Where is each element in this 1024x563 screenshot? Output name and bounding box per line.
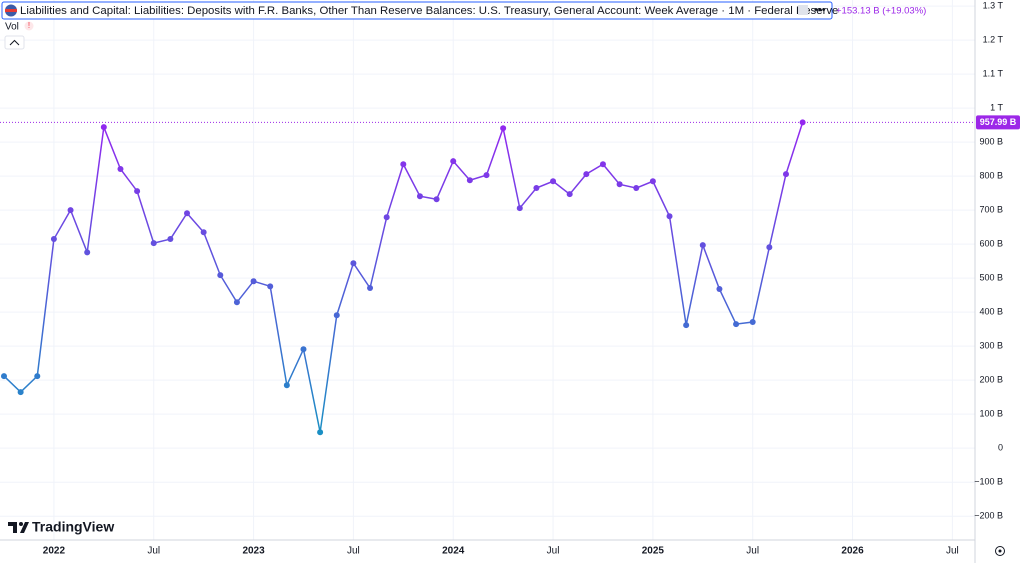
legend-button[interactable] xyxy=(798,5,808,15)
data-point xyxy=(566,191,573,198)
data-point xyxy=(583,171,590,178)
y-tick-label: 500 B xyxy=(979,273,1003,283)
data-point xyxy=(233,299,240,306)
data-point xyxy=(50,236,57,243)
y-tick-label: 100 B xyxy=(979,409,1003,419)
y-tick-label: 600 B xyxy=(979,239,1003,249)
y-tick-label: 200 B xyxy=(979,375,1003,385)
data-point xyxy=(17,389,24,396)
data-point xyxy=(250,278,257,285)
x-tick-label: Jul xyxy=(746,546,759,557)
plot xyxy=(0,119,975,436)
settings-icon[interactable] xyxy=(995,546,1005,556)
data-point xyxy=(516,205,523,212)
data-point xyxy=(84,249,91,256)
data-point xyxy=(450,158,457,165)
flag-stripe xyxy=(5,9,17,12)
data-point xyxy=(300,346,307,353)
y-tick-label: 1.2 T xyxy=(983,35,1004,45)
legend-title: Liabilities and Capital: Liabilities: De… xyxy=(20,5,838,17)
data-point xyxy=(117,166,124,173)
y-tick-label: 1 T xyxy=(990,103,1003,113)
x-tick-label: 2022 xyxy=(43,546,66,557)
data-point xyxy=(782,171,789,178)
data-point xyxy=(749,319,756,326)
data-point xyxy=(766,244,773,251)
data-point xyxy=(150,240,157,247)
y-tick-label: 700 B xyxy=(979,205,1003,215)
data-point xyxy=(383,214,390,221)
brand-name: TradingView xyxy=(32,519,114,535)
x-tick-label: Jul xyxy=(147,546,160,557)
data-point xyxy=(67,207,74,214)
axes: −200 B −100 B 0 100 B 200 B 300 B 400 B 500 B 60… xyxy=(43,0,1020,557)
data-point xyxy=(167,236,174,243)
data-point xyxy=(683,322,690,329)
data-point xyxy=(217,272,224,279)
data-point xyxy=(433,196,440,203)
y-tick-label: 400 B xyxy=(979,307,1003,317)
series-line xyxy=(3,122,804,433)
data-point xyxy=(466,177,473,184)
x-tick-label: 2023 xyxy=(242,546,265,557)
data-point xyxy=(317,429,324,436)
x-tick-label: 2024 xyxy=(442,546,465,557)
data-point xyxy=(666,213,673,220)
data-point xyxy=(333,312,340,319)
data-point xyxy=(699,242,706,249)
data-point xyxy=(599,161,606,168)
y-tick-label: 1.3 T xyxy=(983,0,1004,10)
collapse-button[interactable] xyxy=(4,35,25,50)
data-point xyxy=(533,185,540,192)
y-tick-label: −100 B xyxy=(974,477,1003,487)
data-point xyxy=(1,373,7,380)
data-point xyxy=(34,373,41,380)
x-tick-label: 2025 xyxy=(642,546,665,557)
legend-box[interactable] xyxy=(1,1,833,20)
data-point xyxy=(100,124,107,131)
y-tick-label: 0 xyxy=(998,443,1003,453)
data-point xyxy=(500,125,507,132)
volume-label: Vol xyxy=(5,22,19,33)
settings-icon-center xyxy=(998,549,1002,553)
data-point xyxy=(799,119,806,126)
data-point xyxy=(200,229,207,236)
x-tick-label: Jul xyxy=(547,546,560,557)
y-tick-label: 800 B xyxy=(979,171,1003,181)
data-point xyxy=(416,193,423,200)
data-point xyxy=(733,321,740,328)
data-point xyxy=(616,181,623,188)
x-tick-label: Jul xyxy=(347,546,360,557)
data-point xyxy=(350,260,357,267)
last-value-badge xyxy=(976,115,1020,130)
data-point xyxy=(367,285,374,292)
y-tick-label: 300 B xyxy=(979,341,1003,351)
warning-mark: ! xyxy=(28,21,30,30)
brand-logo xyxy=(8,522,29,533)
data-point xyxy=(633,185,640,192)
data-point xyxy=(267,283,274,290)
warning-icon[interactable] xyxy=(24,21,34,31)
data-point xyxy=(283,382,290,389)
data-point xyxy=(716,286,723,293)
legend-more[interactable]: ••• xyxy=(814,4,826,16)
grid xyxy=(0,0,975,540)
data-point xyxy=(483,172,490,179)
y-tick-label: −200 B xyxy=(974,511,1003,521)
x-tick-label: Jul xyxy=(946,546,959,557)
data-point xyxy=(649,178,656,185)
data-point xyxy=(550,178,557,185)
legend-change: +153.13 B (+19.03%) xyxy=(836,6,926,17)
data-point xyxy=(400,161,407,168)
last-value-label: 957.99 B xyxy=(980,117,1017,127)
brand-dot xyxy=(19,522,23,526)
y-tick-label: 1.1 T xyxy=(983,69,1004,79)
x-tick-label: 2026 xyxy=(841,546,864,557)
data-point xyxy=(134,188,141,195)
y-tick-label: 900 B xyxy=(979,137,1003,147)
collapse-arrow xyxy=(9,39,20,46)
data-point xyxy=(184,210,191,217)
